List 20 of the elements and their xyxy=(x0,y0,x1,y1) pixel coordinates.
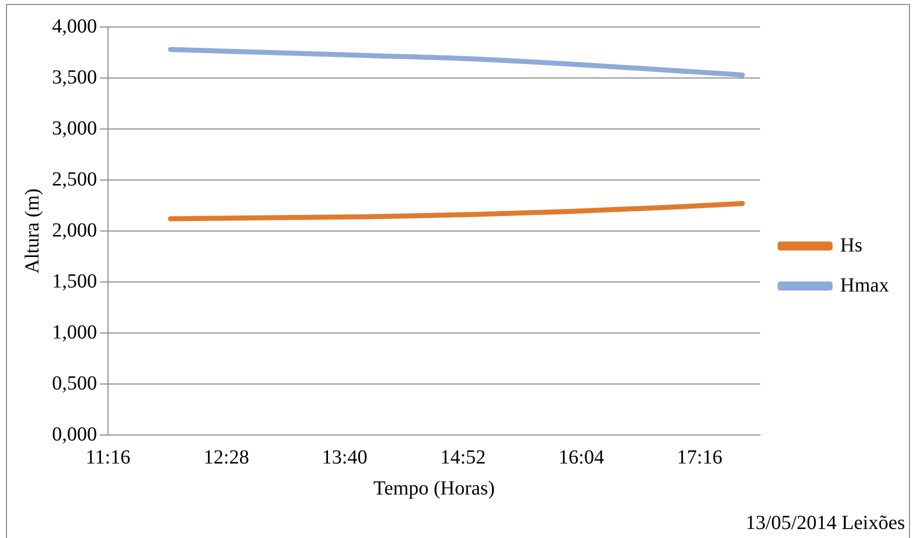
x-tick-label: 11:16 xyxy=(86,446,130,468)
y-tick-label: 3,500 xyxy=(52,66,97,88)
y-tick-label: 0,000 xyxy=(52,423,97,446)
y-tick-label: 4,000 xyxy=(52,15,97,38)
y-tick-label: 0,500 xyxy=(52,372,97,394)
x-tick-label: 14:52 xyxy=(440,446,486,468)
y-tick-label: 3,000 xyxy=(52,117,97,140)
y-tick-label: 1,000 xyxy=(52,321,97,344)
x-tick-label: 13:40 xyxy=(322,446,368,468)
y-tick-label: 2,000 xyxy=(52,219,97,242)
x-tick-label: 17:16 xyxy=(676,446,722,468)
legend-label: Hs xyxy=(840,234,863,256)
legend-label: Hmax xyxy=(840,274,890,296)
y-tick-label: 1,500 xyxy=(52,270,97,292)
text: 13/05/2014 Leixões xyxy=(746,512,905,535)
y-axis-title: Altura (m) xyxy=(21,188,44,274)
y-tick-label: 2,500 xyxy=(52,168,97,190)
x-tick-label: 16:04 xyxy=(558,446,604,468)
x-axis-title: Tempo (Horas) xyxy=(373,477,495,500)
x-tick-label: 12:28 xyxy=(204,446,250,468)
